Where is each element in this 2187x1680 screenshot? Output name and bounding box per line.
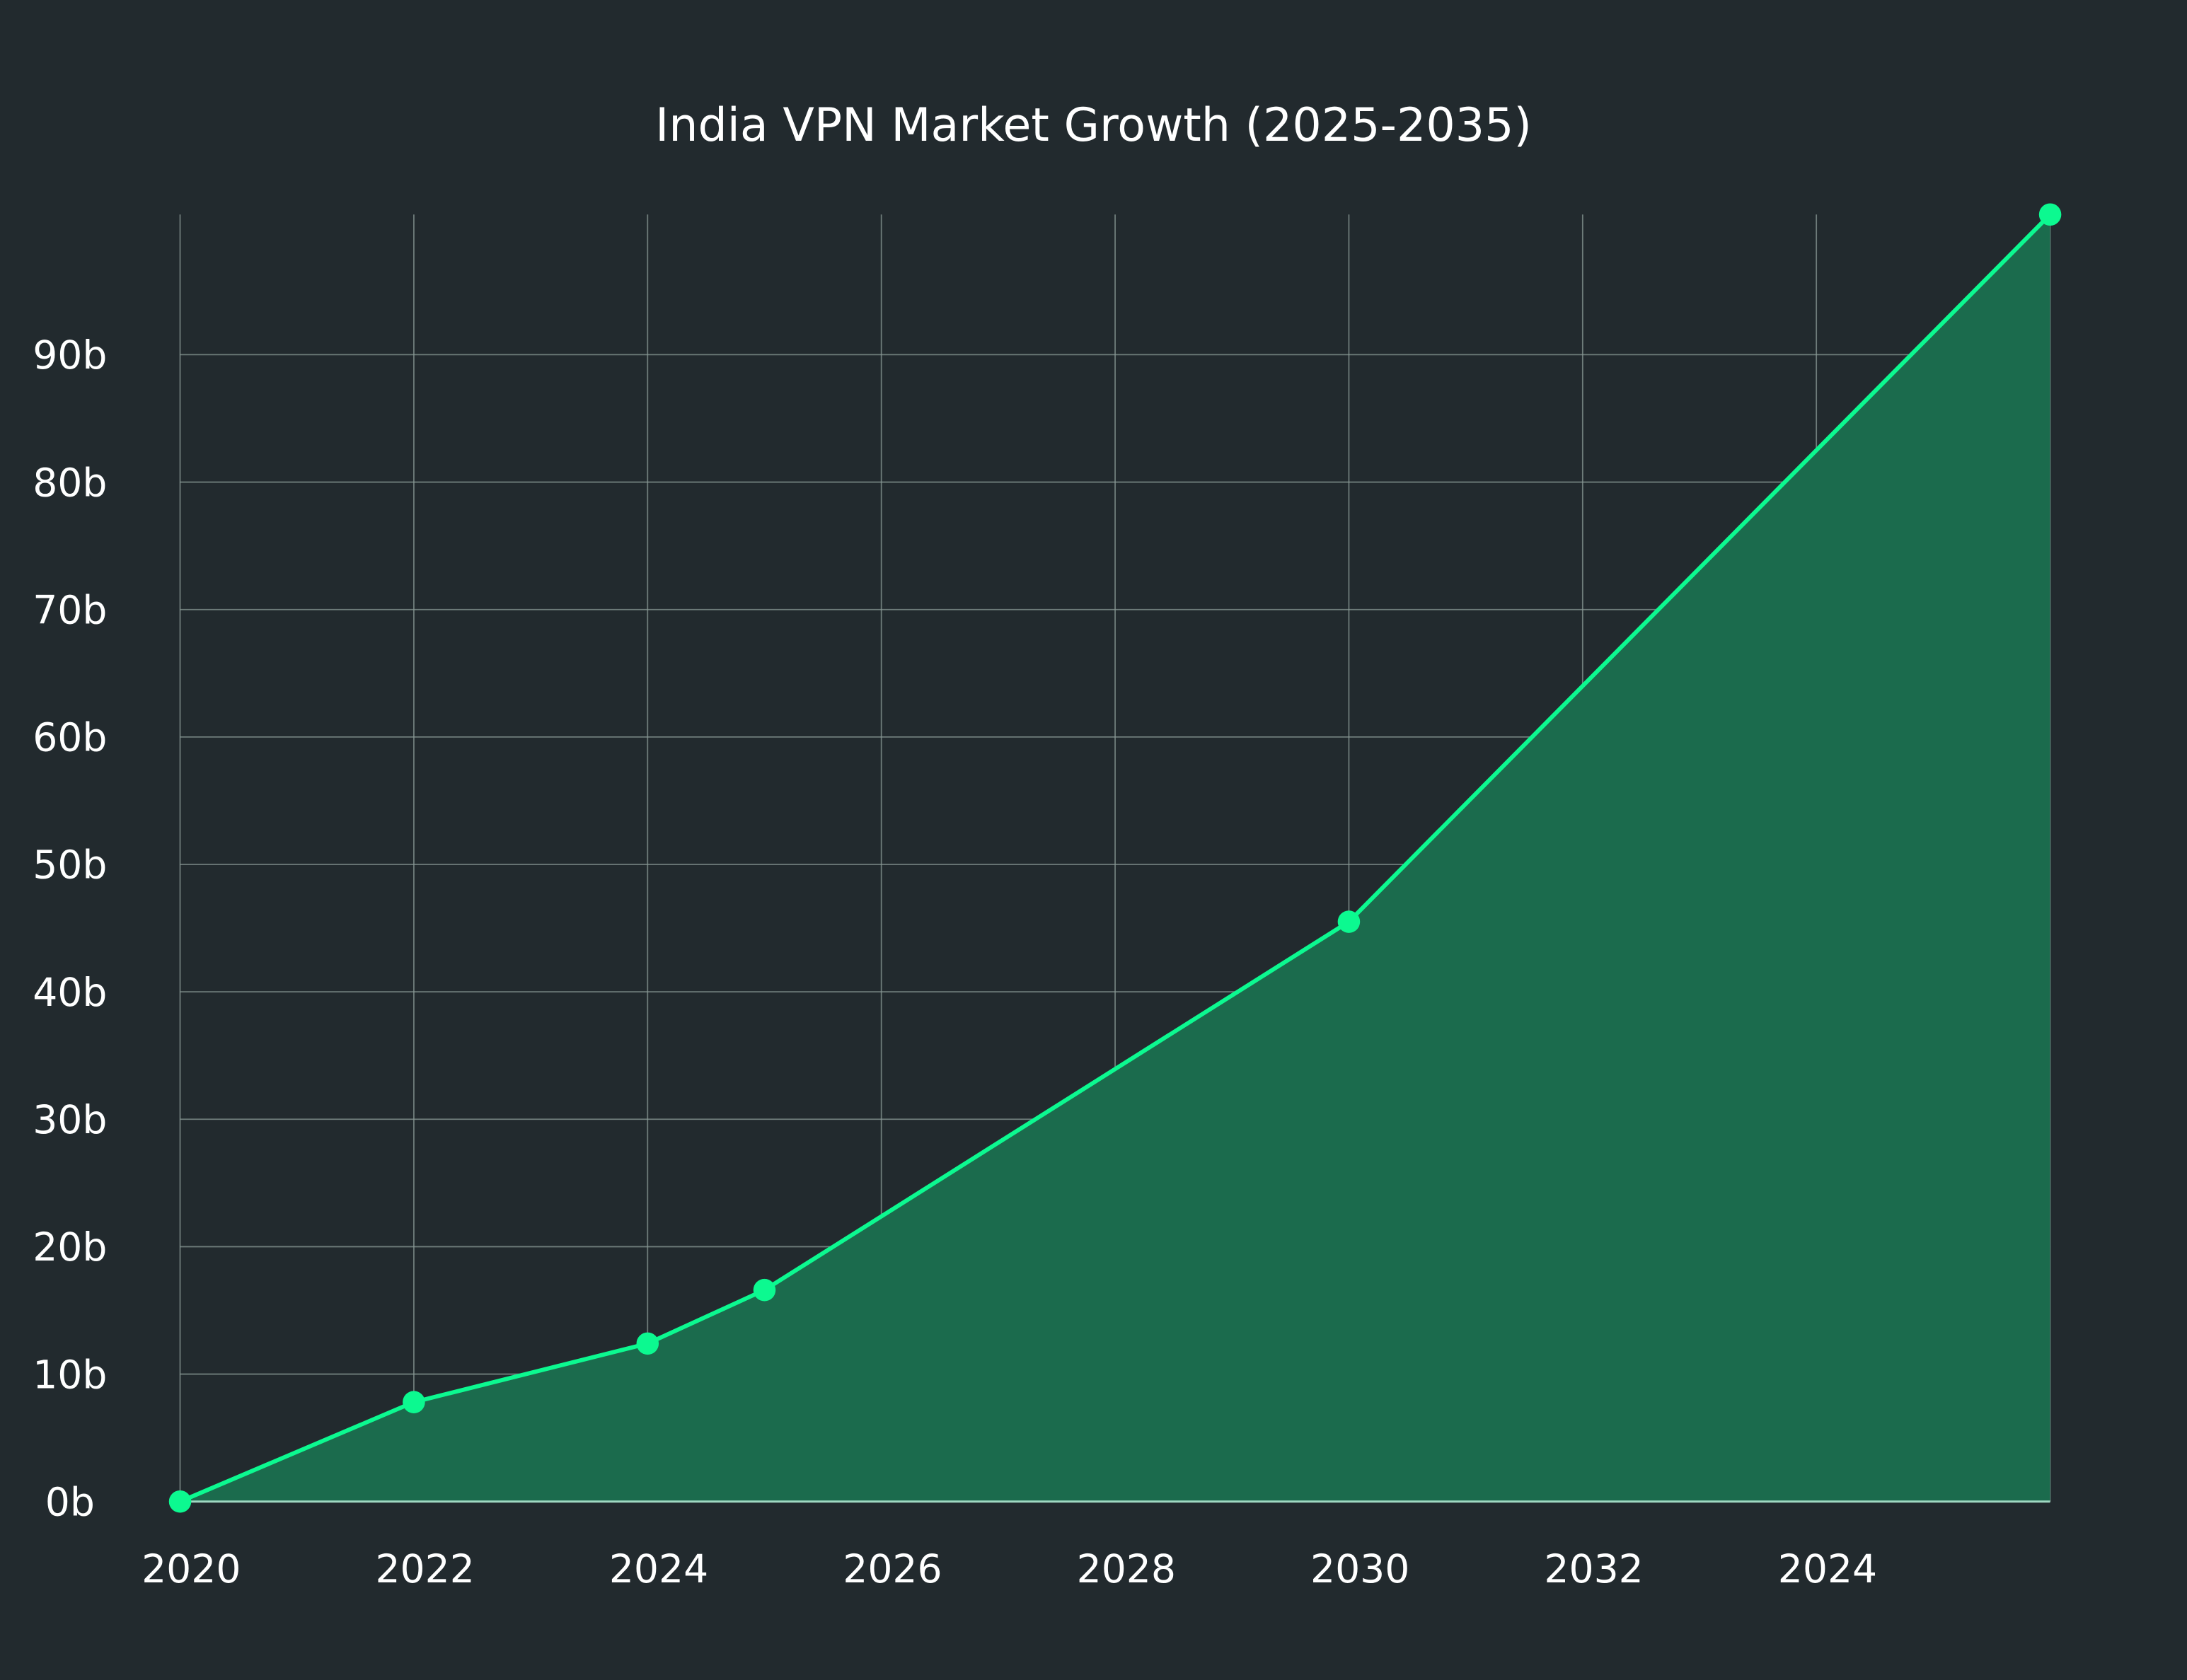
- y-tick-label: 30b: [33, 1098, 107, 1143]
- y-tick-label: 60b: [33, 716, 107, 761]
- x-tick-label: 2024: [1778, 1547, 1877, 1592]
- area-fill: [180, 214, 2050, 1502]
- x-tick-label: 2022: [375, 1547, 474, 1592]
- y-tick-label: 50b: [33, 843, 107, 888]
- data-point: [403, 1391, 425, 1413]
- x-tick-label: 2030: [1310, 1547, 1409, 1592]
- chart-title: India VPN Market Growth (2025-2035): [655, 99, 1532, 152]
- data-point: [753, 1278, 776, 1302]
- x-tick-label: 2024: [609, 1547, 708, 1592]
- data-point: [1337, 910, 1361, 933]
- y-tick-labels: 0b 10b 20b 30b 40b 50b 60b 70b 80b 90b: [33, 333, 107, 1525]
- x-tick-label: 2032: [1544, 1547, 1643, 1592]
- x-tick-label: 2026: [843, 1547, 942, 1592]
- y-tick-label: 0b: [45, 1480, 95, 1525]
- y-tick-label: 10b: [33, 1352, 107, 1398]
- series-line: [179, 213, 2052, 1504]
- y-tick-label: 20b: [33, 1225, 107, 1270]
- data-point: [2038, 203, 2062, 226]
- x-tick-labels: 2020 2022 2024 2026 2028 2030 2032 2024: [142, 1547, 1877, 1592]
- y-tick-label: 70b: [33, 588, 107, 633]
- y-tick-label: 80b: [33, 460, 107, 506]
- y-tick-label: 40b: [33, 971, 107, 1016]
- x-tick-label: 2020: [142, 1547, 241, 1592]
- y-tick-label: 90b: [33, 333, 107, 378]
- data-point: [168, 1490, 192, 1513]
- data-points: [168, 203, 2062, 1513]
- data-point: [636, 1332, 659, 1355]
- x-tick-label: 2028: [1077, 1547, 1176, 1592]
